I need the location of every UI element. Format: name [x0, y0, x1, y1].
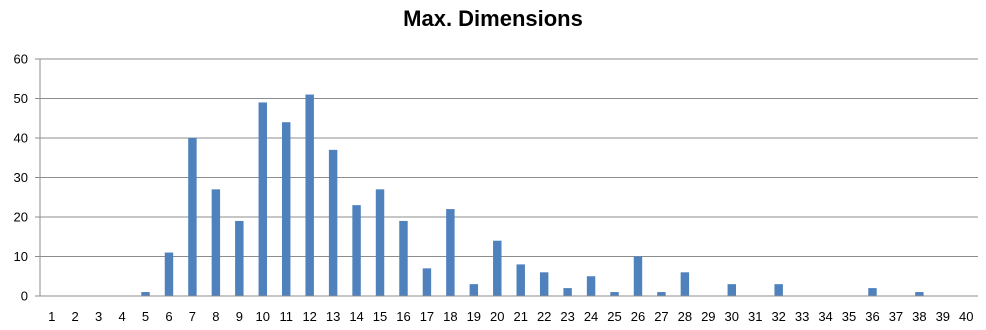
x-tick-label-17: 17	[420, 309, 434, 324]
bar-17	[422, 268, 432, 296]
bar-5	[141, 292, 150, 296]
bar-7	[188, 138, 197, 296]
bar-38	[915, 292, 924, 296]
x-tick-label-13: 13	[326, 309, 340, 324]
x-tick-label-37: 37	[889, 309, 903, 324]
bar-25	[610, 292, 619, 296]
bar-21	[516, 264, 525, 296]
x-tick-label-26: 26	[631, 309, 645, 324]
bar-12	[305, 94, 314, 296]
y-tick-label-30: 30	[14, 170, 28, 185]
x-tick-label-24: 24	[584, 309, 598, 324]
x-tick-label-10: 10	[256, 309, 270, 324]
y-tick-label-20: 20	[14, 210, 28, 225]
y-tick-label-60: 60	[14, 52, 28, 67]
x-tick-label-4: 4	[118, 309, 125, 324]
y-tick-label-10: 10	[14, 249, 28, 264]
x-tick-label-25: 25	[607, 309, 621, 324]
bar-18	[446, 209, 455, 296]
x-tick-label-18: 18	[443, 309, 457, 324]
x-tick-label-38: 38	[912, 309, 926, 324]
bar-10	[258, 102, 267, 296]
x-tick-labels: 1 2 3 4 5 6 7 8 9 10 11 12 13 14 15 16 17 18 19 20 21 22 23 24 2…	[48, 309, 973, 324]
x-tick-label-3: 3	[95, 309, 102, 324]
axes	[35, 58, 978, 297]
gridlines	[40, 58, 978, 257]
bar-26	[633, 256, 643, 296]
x-tick-label-35: 35	[842, 309, 856, 324]
bars	[141, 94, 924, 296]
bar-15	[375, 189, 385, 296]
x-tick-label-8: 8	[212, 309, 219, 324]
bar-27	[657, 292, 666, 296]
y-tick-label-50: 50	[14, 91, 28, 106]
bar-36	[868, 288, 877, 296]
x-tick-label-9: 9	[236, 309, 243, 324]
x-tick-label-12: 12	[302, 309, 316, 324]
bar-11	[282, 122, 291, 296]
x-tick-label-19: 19	[467, 309, 481, 324]
x-tick-label-21: 21	[513, 309, 527, 324]
x-tick-label-20: 20	[490, 309, 504, 324]
x-tick-label-34: 34	[818, 309, 832, 324]
x-tick-label-6: 6	[165, 309, 172, 324]
y-tick-label-0: 0	[21, 289, 28, 304]
x-tick-label-16: 16	[396, 309, 410, 324]
y-tick-labels: 0 10 20 30 40 50 60	[14, 52, 28, 304]
x-tick-label-33: 33	[795, 309, 809, 324]
bar-13	[328, 149, 338, 296]
x-tick-label-40: 40	[959, 309, 973, 324]
x-tick-label-11: 11	[279, 309, 293, 324]
x-tick-label-27: 27	[654, 309, 668, 324]
bar-16	[399, 220, 408, 296]
x-tick-label-31: 31	[748, 309, 762, 324]
y-tick-label-40: 40	[14, 131, 28, 146]
x-tick-label-7: 7	[189, 309, 196, 324]
bar-9	[235, 220, 244, 296]
bar-6	[164, 252, 174, 296]
x-tick-label-29: 29	[701, 309, 715, 324]
x-tick-label-28: 28	[678, 309, 692, 324]
x-tick-label-32: 32	[771, 309, 785, 324]
bar-32	[774, 284, 783, 296]
x-tick-label-5: 5	[142, 309, 149, 324]
x-tick-label-14: 14	[349, 309, 363, 324]
x-tick-label-2: 2	[72, 309, 79, 324]
x-tick-label-1: 1	[48, 309, 55, 324]
x-tick-label-30: 30	[725, 309, 739, 324]
bar-24	[586, 276, 596, 296]
bar-8	[211, 189, 221, 296]
bar-22	[539, 272, 549, 296]
bar-14	[352, 205, 361, 296]
chart-title: Max. Dimensions	[403, 6, 583, 31]
bar-28	[680, 272, 690, 296]
bar-23	[563, 288, 572, 296]
bar-20	[493, 240, 502, 296]
x-tick-label-22: 22	[537, 309, 551, 324]
bar-30	[727, 284, 736, 296]
x-tick-label-23: 23	[560, 309, 574, 324]
x-tick-label-39: 39	[936, 309, 950, 324]
x-tick-label-36: 36	[865, 309, 879, 324]
x-tick-label-15: 15	[373, 309, 387, 324]
bar-19	[469, 284, 479, 296]
